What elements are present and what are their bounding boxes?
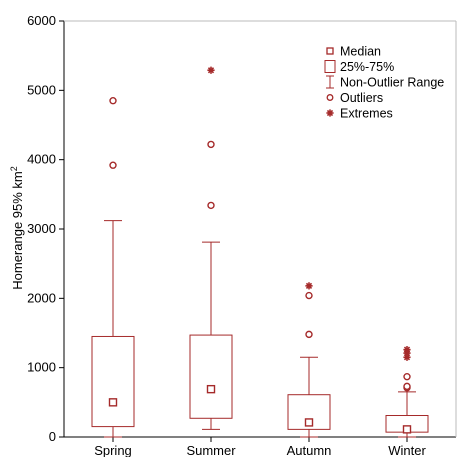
y-axis-label: Homerange 95% km2 <box>9 166 25 290</box>
y-tick-label: 0 <box>49 429 56 444</box>
legend-outlier-symbol <box>326 94 334 101</box>
legend-label: Median <box>340 45 381 59</box>
y-tick-label: 5000 <box>27 82 56 97</box>
median-marker <box>402 425 412 434</box>
y-tick-label: 4000 <box>27 152 56 167</box>
y-tick-label: 6000 <box>27 13 56 28</box>
axes: 0 1000 2000 3000 4000 5000 6000 Spring Summer Aut… <box>27 13 457 457</box>
box-summer <box>189 66 233 430</box>
y-tick-label: 1000 <box>27 360 56 375</box>
legend-label: Non-Outlier Range <box>340 76 444 90</box>
legend-item-square: Median <box>326 45 381 59</box>
box-spring <box>91 97 135 438</box>
legend-item-asterisk: Extremes <box>326 107 393 121</box>
outlier-point <box>305 330 313 339</box>
box-iqr <box>189 334 233 419</box>
outlier-point <box>207 140 215 149</box>
outlier-point <box>403 372 411 381</box>
legend-label: Extremes <box>340 107 393 121</box>
legend-label: Outliers <box>340 91 383 105</box>
outlier-point <box>109 97 117 105</box>
x-tick-label: Autumn <box>287 443 332 457</box>
legend-label: 25%-75% <box>340 60 394 74</box>
y-axis-label-main: Homerange 95% km <box>10 171 25 290</box>
extreme-point <box>403 346 411 354</box>
y-axis-label-superscript: 2 <box>9 166 19 171</box>
box-autumn <box>287 282 331 438</box>
box-iqr <box>91 335 135 428</box>
median-marker <box>108 398 118 407</box>
x-tick-label: Spring <box>94 443 132 457</box>
median-marker <box>304 418 314 427</box>
outlier-point <box>109 161 117 169</box>
outlier-point <box>403 382 411 391</box>
legend-box-symbol <box>324 60 336 73</box>
y-tick-label: 3000 <box>27 221 56 236</box>
legend-item-whisker: Non-Outlier Range <box>326 75 444 90</box>
legend-item-box: 25%-75% <box>324 60 394 74</box>
legend-item-circle: Outliers <box>326 91 383 105</box>
x-tick-label: Winter <box>388 443 426 457</box>
extreme-point <box>305 282 313 290</box>
x-tick-label: Summer <box>186 443 236 457</box>
plot-area <box>91 66 429 438</box>
outlier-point <box>305 291 313 300</box>
median-marker <box>206 384 216 394</box>
legend-extreme-symbol <box>326 109 334 117</box>
outlier-point <box>207 201 215 210</box>
box-winter <box>385 346 429 438</box>
legend-median-symbol <box>326 47 334 55</box>
extreme-point <box>207 66 215 74</box>
y-tick-label: 2000 <box>27 290 56 305</box>
